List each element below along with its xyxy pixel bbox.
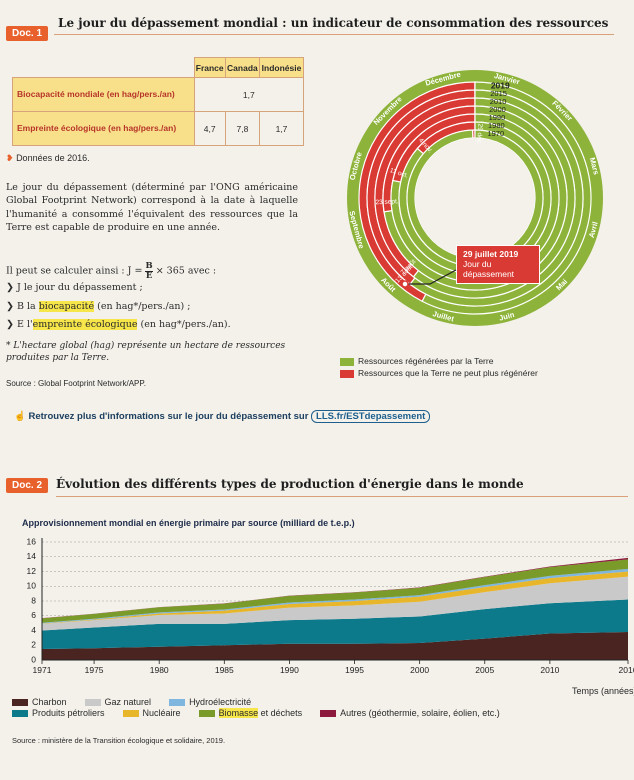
doc1-rule (54, 34, 614, 35)
formula: Il peut se calculer ainsi : J = B E × 36… (6, 261, 217, 281)
cell-empreinte-indonesie: 1,7 (259, 111, 304, 146)
y-tick-label: 14 (27, 551, 37, 561)
y-tick-label: 10 (27, 581, 37, 591)
callout-l2: dépassement (463, 269, 515, 280)
year-label: 2010 (490, 97, 507, 106)
x-tick-label: 2016 (619, 665, 634, 675)
callout-l1: Jour du (463, 259, 492, 270)
callout-pointer (401, 269, 457, 288)
x-tick-label: 1995 (345, 665, 364, 675)
y-tick-label: 0 (31, 654, 36, 664)
x-tick-label: 2005 (475, 665, 494, 675)
legend-charbon: Charbon (12, 697, 67, 707)
row-biocapacite: Biocapacité mondiale (en hag/pers./an) (12, 77, 195, 112)
col-france: France (193, 57, 226, 78)
area-biomasse (42, 559, 628, 623)
area-charbon (42, 631, 628, 660)
legend-green: Ressources régénérées par la Terre (340, 356, 538, 368)
wheel-center (415, 138, 535, 258)
y-tick-label: 8 (31, 595, 36, 605)
legend-petrole: Produits pétroliers (12, 708, 105, 718)
year-label: 1990 (489, 113, 506, 122)
y-tick-label: 12 (27, 566, 37, 576)
x-tick-label: 1980 (150, 665, 169, 675)
month-label: Juin (498, 310, 516, 323)
x-tick-label: 1990 (280, 665, 299, 675)
area-gaz (42, 576, 628, 631)
legend-autres: Autres (géothermie, solaire, éolien, etc… (320, 708, 500, 718)
date-label: 23 sept. (375, 198, 399, 206)
legend-hydro: Hydroélectricité (169, 697, 251, 707)
year-label: 1970 (487, 129, 504, 138)
def-b: ❯ B la biocapacité (en hag*/pers./an) ; (6, 301, 191, 312)
def-e: ❯ E l'empreinte écologique (en hag*/pers… (6, 319, 231, 330)
doc2-tag: Doc. 2 (6, 478, 49, 493)
area-nucléaire (42, 571, 628, 624)
doc2-title: Évolution des différents types de produc… (56, 477, 524, 491)
cell-biocapacite: 1,7 (193, 77, 305, 112)
x-tick-label: 1985 (215, 665, 234, 675)
date-label: 29 déc. (475, 123, 483, 145)
year-label: 2000 (489, 105, 506, 114)
y-tick-label: 2 (31, 640, 36, 650)
x-tick-label: 2000 (410, 665, 429, 675)
month-label: Mars (588, 156, 601, 175)
year-label: 1980 (488, 121, 505, 130)
row-empreinte: Empreinte écologique (en hag/pers./an) (12, 111, 195, 146)
doc1-source: Source : Global Footprint Network/APP. (6, 379, 146, 388)
chart-legend: Charbon Gaz naturel Hydroélectricité Pro… (12, 697, 622, 718)
doc1-tag: Doc. 1 (6, 26, 49, 41)
ring-red-1970 (472, 129, 476, 139)
x-axis-label: Temps (années) (572, 686, 634, 696)
area-produits (42, 599, 628, 649)
x-tick-label: 1975 (85, 665, 104, 675)
doc2-source: Source : ministère de la Transition écol… (12, 736, 226, 745)
month-label: Avril (587, 221, 600, 239)
legend-gaz: Gaz naturel (84, 697, 151, 707)
pointer-hand-icon: ☝ (14, 411, 26, 422)
area-hydroélectricité (42, 568, 628, 624)
y-tick-label: 4 (31, 625, 36, 635)
legend-red: Ressources que la Terre ne peut plus rég… (340, 368, 538, 380)
depassement-link[interactable]: LLS.fr/ESTdepassement (311, 410, 431, 423)
x-tick-label: 2010 (540, 665, 559, 675)
more-info-row: ☝ Retrouvez plus d'informations sur le j… (14, 410, 431, 423)
col-indonesie: Indonésie (259, 57, 304, 78)
y-tick-label: 16 (27, 536, 37, 546)
chart-title: Approvisionnement mondial en énergie pri… (22, 518, 355, 528)
cell-empreinte-france: 4,7 (193, 111, 226, 146)
overshoot-callout: 29 juillet 2019 Jour du dépassement (456, 245, 540, 284)
def-j: ❯ J le jour du dépassement ; (6, 282, 143, 293)
callout-date: 29 juillet 2019 (463, 249, 519, 259)
doc1-title: Le jour du dépassement mondial : un indi… (58, 16, 609, 30)
wheel-legend: Ressources régénérées par la Terre Resso… (340, 356, 538, 380)
x-tick-label: 1971 (33, 665, 52, 675)
resource-table: France Canada Indonésie Biocapacité mond… (12, 57, 305, 146)
doc2-rule (56, 496, 628, 497)
year-label: 2015 (490, 89, 507, 98)
energy-chart: 0 2 4 6 8 10 12 14 16 1971 1975 1980 1985 1990 1995 20… (27, 536, 634, 675)
overshoot-paragraph: Le jour du dépassement (déterminé par l'… (6, 182, 298, 233)
data-note: ❥ Données de 2016. (6, 153, 90, 163)
cell-empreinte-canada: 7,8 (224, 111, 261, 146)
legend-biomasse: Biomasse et déchets (198, 708, 302, 718)
y-tick-label: 6 (31, 610, 36, 620)
overshoot-wheel: JanvierFévrierMarsAvrilMaiJuinJuilletAoû… (347, 70, 603, 326)
year-label: 2019 (491, 81, 510, 91)
legend-nucleaire: Nucléaire (122, 708, 181, 718)
col-canada: Canada (224, 57, 261, 78)
footnote: * L'hectare global (hag) représente un h… (6, 341, 286, 364)
